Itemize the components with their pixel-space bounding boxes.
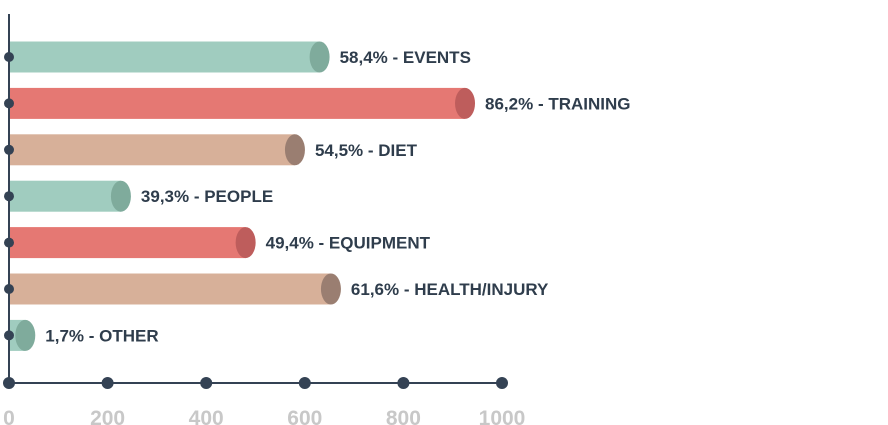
y-axis-dot (4, 144, 14, 155)
bar-cap (320, 273, 341, 305)
y-axis-dot (4, 98, 14, 109)
bar-diet (9, 134, 305, 166)
data-label-other: 1,7% - OTHER (45, 326, 158, 345)
data-label-equipment: 49,4% - EQUIPMENT (266, 234, 431, 253)
y-axis-dot (4, 284, 14, 294)
x-tick-dot (397, 377, 410, 389)
x-tick-dot (101, 377, 114, 389)
y-axis-dot (4, 52, 14, 62)
x-tick-dot (298, 377, 311, 389)
bar-cap (235, 227, 256, 259)
bar-cap (455, 87, 476, 119)
bar-body (9, 41, 320, 73)
axes-group (3, 14, 508, 389)
bar-health-injury (9, 273, 341, 305)
bar-cap (309, 41, 330, 73)
bar-cap (15, 319, 36, 351)
x-tick-dot (496, 377, 508, 389)
bar-cap (110, 180, 131, 212)
bar-equipment (9, 227, 256, 259)
bar-body (9, 134, 295, 166)
bar-other (9, 319, 36, 351)
x-tick-label: 600 (287, 407, 322, 425)
x-tick-dot (3, 377, 15, 389)
x-tick-label: 400 (189, 407, 224, 425)
bar-cap (284, 134, 305, 166)
x-tick-dot (200, 377, 213, 389)
data-label-training: 86,2% - TRAINING (485, 94, 630, 113)
x-tick-label: 1000 (479, 407, 526, 425)
bar-body (9, 227, 246, 259)
bars-group (9, 41, 476, 351)
bar-body (9, 273, 331, 305)
x-tick-label: 200 (90, 407, 125, 425)
bar-training (9, 87, 476, 119)
data-label-people: 39,3% - PEOPLE (141, 187, 273, 206)
bar-people (9, 180, 131, 212)
data-label-diet: 54,5% - DIET (315, 141, 418, 160)
data-label-events: 58,4% - EVENTS (340, 48, 471, 67)
x-tick-label: 0 (3, 407, 15, 425)
bar-body (9, 87, 466, 119)
y-axis-dot (4, 237, 14, 248)
bar-events (9, 41, 330, 73)
bar-body (9, 180, 121, 212)
y-axis-dot (4, 330, 14, 341)
data-label-health-injury: 61,6% - HEALTH/INJURY (351, 280, 549, 299)
y-axis-dot (4, 191, 14, 202)
labels-group: 58,4% - EVENTS 86,2% - TRAINING 54,5% - DI… (3, 48, 630, 425)
x-tick-label: 800 (386, 407, 421, 425)
